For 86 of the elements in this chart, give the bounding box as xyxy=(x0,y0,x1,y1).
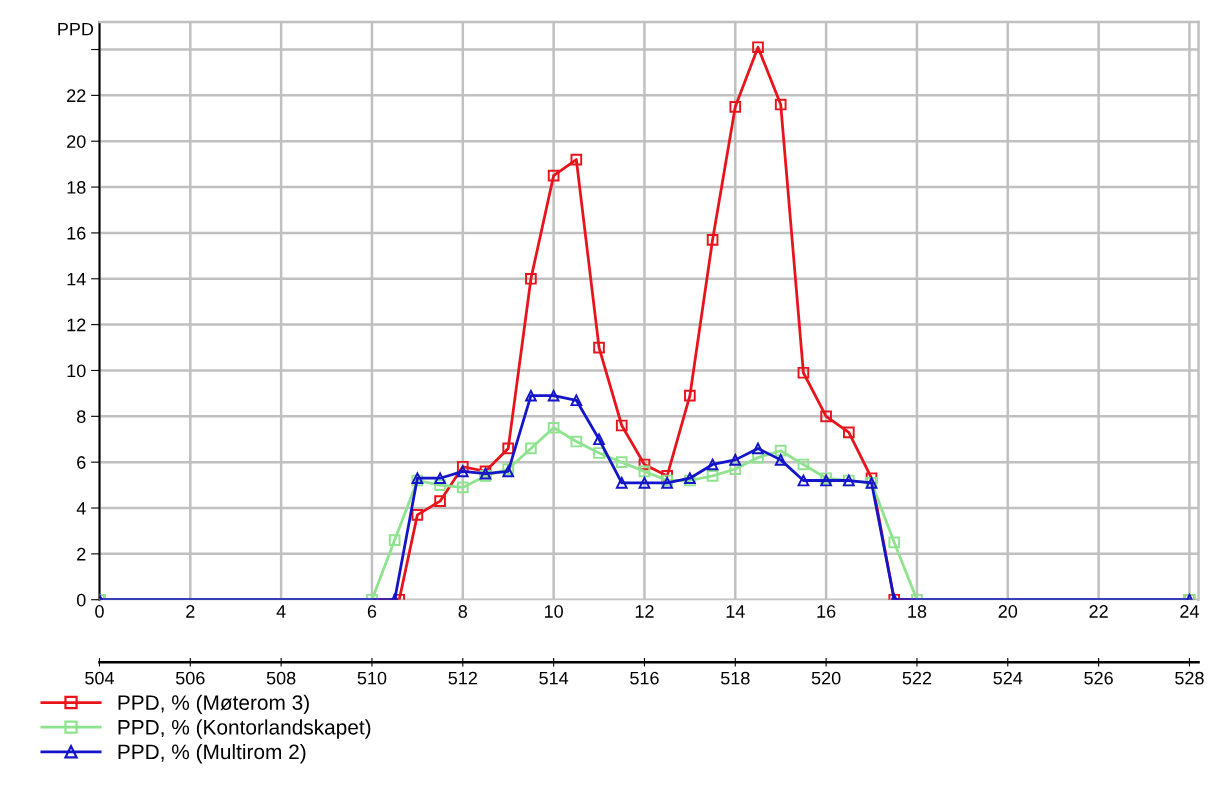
x2-tick-label: 528 xyxy=(1175,671,1204,685)
x2-tick-label: 506 xyxy=(175,671,205,685)
x2-tick-label: 518 xyxy=(720,671,750,685)
point xyxy=(638,476,651,489)
point xyxy=(752,442,764,455)
x-tick-label: 4 xyxy=(276,605,286,618)
legend-label: PPD, % (Multirom 2) xyxy=(118,743,306,764)
x2-tick-label: 510 xyxy=(357,671,387,685)
point xyxy=(888,536,901,549)
x2-tick-label: 512 xyxy=(448,671,477,685)
point xyxy=(638,465,651,478)
point xyxy=(684,389,696,402)
point xyxy=(729,101,742,113)
point xyxy=(456,465,469,478)
y-tick-label: 22 xyxy=(67,89,86,102)
point xyxy=(706,470,719,482)
y-tick-label: 10 xyxy=(67,364,86,378)
legend-label: PPD, % (Møterom 3) xyxy=(118,694,309,715)
point xyxy=(570,153,583,166)
point xyxy=(752,451,764,464)
y-tick-label: 0 xyxy=(76,593,86,607)
x-tick-label: 6 xyxy=(367,605,377,618)
point xyxy=(525,272,537,285)
legend-label: PPD, % (Kontorlandskapet) xyxy=(118,719,371,739)
point xyxy=(434,495,446,507)
point xyxy=(434,479,446,491)
point xyxy=(752,41,764,54)
point xyxy=(456,481,469,494)
point xyxy=(570,394,583,407)
point xyxy=(593,341,605,354)
x-tick-label: 0 xyxy=(95,605,104,618)
x-tick-label: 20 xyxy=(998,605,1018,618)
x2-tick-label: 522 xyxy=(902,671,932,685)
x2-tick-label: 514 xyxy=(539,671,569,685)
x-tick-label: 24 xyxy=(1180,605,1199,618)
point xyxy=(615,476,628,489)
point xyxy=(502,442,515,455)
y-tick-label: 18 xyxy=(67,181,86,194)
x2-tick-label: 516 xyxy=(630,671,659,685)
x2-tick-label: 526 xyxy=(1084,671,1113,685)
point xyxy=(570,435,583,448)
point xyxy=(434,472,446,485)
point xyxy=(411,509,424,521)
point xyxy=(843,426,855,439)
point xyxy=(593,447,605,459)
point xyxy=(388,534,401,546)
point xyxy=(820,410,832,423)
x-tick-label: 22 xyxy=(1089,605,1108,618)
point xyxy=(547,389,560,402)
point xyxy=(706,233,719,246)
x-tick-label: 16 xyxy=(817,605,836,618)
y-tick-label: 8 xyxy=(77,410,86,424)
point xyxy=(797,366,810,379)
point xyxy=(547,169,560,182)
x-tick-label: 12 xyxy=(635,605,654,618)
x-tick-label: 14 xyxy=(726,605,745,618)
point xyxy=(797,458,810,471)
point xyxy=(456,460,469,473)
x2-tick-label: 504 xyxy=(85,671,114,685)
y-tick-label: 2 xyxy=(77,547,86,561)
x-tick-label: 2 xyxy=(186,605,195,618)
y-tick-label: 16 xyxy=(67,226,86,240)
point xyxy=(615,419,628,432)
point xyxy=(525,389,537,402)
point xyxy=(615,456,628,468)
y-tick-label: 6 xyxy=(77,456,86,469)
point xyxy=(774,98,787,111)
point xyxy=(525,442,537,455)
x2-tick-label: 508 xyxy=(266,671,296,685)
y-tick-label: 12 xyxy=(67,318,86,332)
point xyxy=(729,463,742,475)
y-axis-title: PPD xyxy=(58,22,94,36)
point xyxy=(638,458,651,471)
point xyxy=(547,421,560,434)
x-tick-label: 10 xyxy=(544,605,563,618)
x2-tick-label: 524 xyxy=(993,671,1023,685)
y-tick-label: 4 xyxy=(76,502,86,515)
x-tick-label: 18 xyxy=(908,605,927,618)
point xyxy=(797,474,810,487)
point xyxy=(774,444,787,457)
x-tick-label: 8 xyxy=(458,605,468,618)
point xyxy=(706,458,719,471)
point xyxy=(593,433,605,446)
y-tick-label: 20 xyxy=(67,135,86,148)
y-tick-label: 14 xyxy=(67,272,86,286)
x2-tick-label: 520 xyxy=(811,671,841,685)
